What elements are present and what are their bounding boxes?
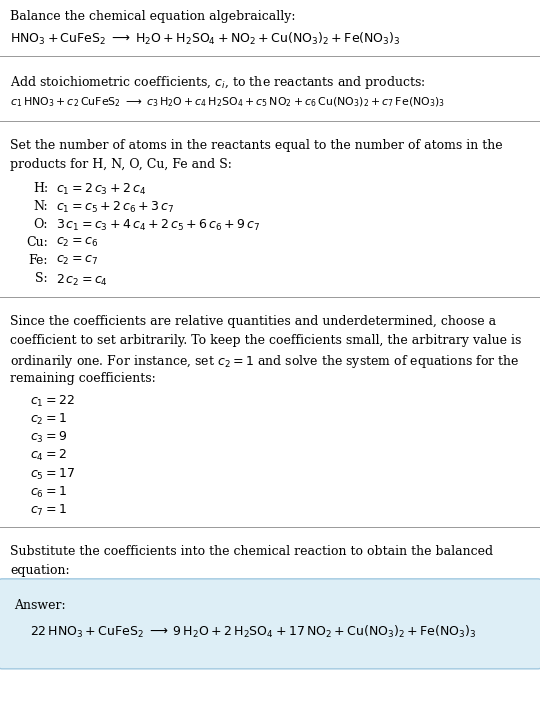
- Text: $\mathrm{HNO_3 + CuFeS_2 \;\longrightarrow\; H_2O + H_2SO_4 + NO_2 + Cu(NO_3)_2 : $\mathrm{HNO_3 + CuFeS_2 \;\longrightarr…: [10, 31, 401, 47]
- Text: H:: H:: [33, 182, 48, 195]
- Text: $22\,\mathrm{HNO_3} + \mathrm{CuFeS_2} \;\longrightarrow\; 9\,\mathrm{H_2O} + 2\: $22\,\mathrm{HNO_3} + \mathrm{CuFeS_2} \…: [30, 624, 476, 640]
- Text: Substitute the coefficients into the chemical reaction to obtain the balanced: Substitute the coefficients into the che…: [10, 545, 493, 558]
- Text: Since the coefficients are relative quantities and underdetermined, choose a: Since the coefficients are relative quan…: [10, 315, 496, 328]
- Text: Cu:: Cu:: [26, 236, 48, 249]
- FancyBboxPatch shape: [0, 579, 540, 669]
- Text: Answer:: Answer:: [14, 599, 66, 612]
- Text: S:: S:: [36, 273, 48, 286]
- Text: $c_1 = c_5 + 2\,c_6 + 3\,c_7$: $c_1 = c_5 + 2\,c_6 + 3\,c_7$: [56, 200, 174, 215]
- Text: $c_2 = c_6$: $c_2 = c_6$: [56, 236, 98, 249]
- Text: equation:: equation:: [10, 564, 70, 577]
- Text: Balance the chemical equation algebraically:: Balance the chemical equation algebraica…: [10, 10, 295, 23]
- Text: $c_1 = 2\,c_3 + 2\,c_4$: $c_1 = 2\,c_3 + 2\,c_4$: [56, 182, 146, 197]
- Text: $c_6 = 1$: $c_6 = 1$: [30, 485, 67, 499]
- Text: Set the number of atoms in the reactants equal to the number of atoms in the: Set the number of atoms in the reactants…: [10, 139, 503, 152]
- Text: $c_3 = 9$: $c_3 = 9$: [30, 430, 67, 445]
- Text: $c_1 = 22$: $c_1 = 22$: [30, 394, 75, 409]
- Text: $c_2 = c_7$: $c_2 = c_7$: [56, 254, 98, 268]
- Text: Fe:: Fe:: [29, 254, 48, 268]
- Text: remaining coefficients:: remaining coefficients:: [10, 371, 156, 385]
- Text: $c_2 = 1$: $c_2 = 1$: [30, 412, 67, 427]
- Text: N:: N:: [33, 200, 48, 213]
- Text: O:: O:: [33, 218, 48, 231]
- Text: $c_4 = 2$: $c_4 = 2$: [30, 449, 67, 463]
- Text: products for H, N, O, Cu, Fe and S:: products for H, N, O, Cu, Fe and S:: [10, 158, 232, 171]
- Text: $c_7 = 1$: $c_7 = 1$: [30, 503, 67, 518]
- Text: $3\,c_1 = c_3 + 4\,c_4 + 2\,c_5 + 6\,c_6 + 9\,c_7$: $3\,c_1 = c_3 + 4\,c_4 + 2\,c_5 + 6\,c_6…: [56, 218, 260, 233]
- Text: coefficient to set arbitrarily. To keep the coefficients small, the arbitrary va: coefficient to set arbitrarily. To keep …: [10, 334, 522, 347]
- Text: ordinarily one. For instance, set $c_2 = 1$ and solve the system of equations fo: ordinarily one. For instance, set $c_2 =…: [10, 353, 519, 369]
- Text: Add stoichiometric coefficients, $c_i$, to the reactants and products:: Add stoichiometric coefficients, $c_i$, …: [10, 74, 426, 92]
- Text: $c_1\,\mathrm{HNO_3} + c_2\,\mathrm{CuFeS_2} \;\longrightarrow\; c_3\,\mathrm{H_: $c_1\,\mathrm{HNO_3} + c_2\,\mathrm{CuFe…: [10, 95, 445, 108]
- Text: $2\,c_2 = c_4$: $2\,c_2 = c_4$: [56, 273, 108, 288]
- Text: $c_5 = 17$: $c_5 = 17$: [30, 467, 75, 481]
